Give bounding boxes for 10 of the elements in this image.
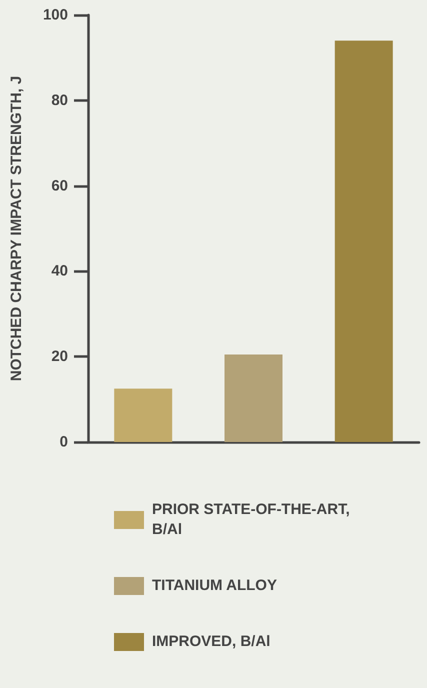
legend-label: TITANIUM ALLOY <box>152 576 278 596</box>
y-axis-title: NOTCHED CHARPY IMPACT STRENGTH, J <box>8 76 25 382</box>
legend-label: IMPROVED, B/Al <box>152 632 272 652</box>
y-tick-label: 60 <box>51 177 68 194</box>
y-tick-label: 100 <box>42 6 68 24</box>
legend-label: PRIOR STATE-OF-THE-ART, B/Al <box>152 500 351 540</box>
y-tick-label: 0 <box>60 434 68 450</box>
y-tick-label: 80 <box>51 92 68 109</box>
y-tick-label: 20 <box>51 348 68 366</box>
y-tick-label: 40 <box>51 262 68 280</box>
